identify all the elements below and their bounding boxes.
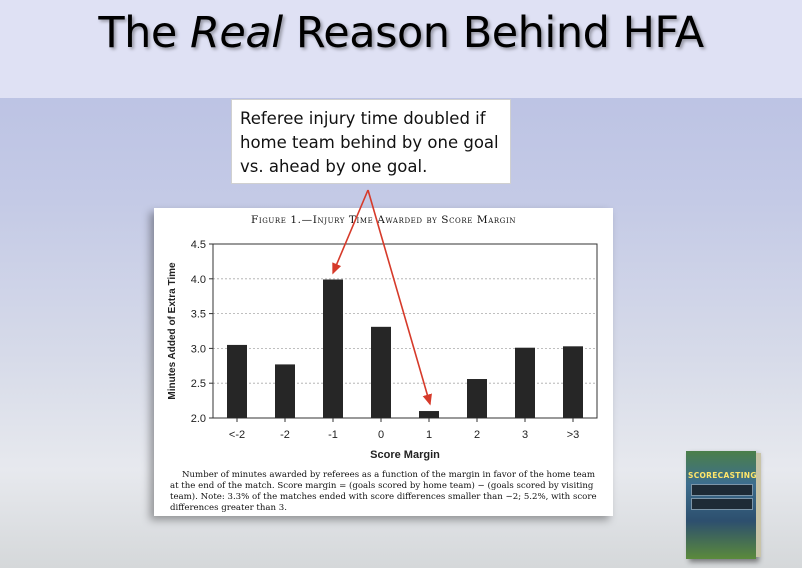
book-scoreboard bbox=[691, 484, 753, 496]
bar-1 bbox=[227, 344, 247, 418]
slide-title: The Real Reason Behind HFA bbox=[98, 8, 704, 58]
x-tick-label: -1 bbox=[328, 429, 338, 441]
bar-5 bbox=[419, 411, 439, 418]
y-tick-label: 4.0 bbox=[191, 274, 206, 286]
x-tick-label: 3 bbox=[522, 429, 528, 441]
y-tick-label: 4.5 bbox=[191, 239, 206, 251]
x-tick-label: 0 bbox=[378, 429, 384, 441]
x-tick-label: <-2 bbox=[229, 429, 245, 441]
y-tick-label: 3.5 bbox=[191, 309, 206, 321]
plot-frame bbox=[212, 243, 598, 419]
x-ticks: <-2 -2 -1 0 1 2 3 >3 bbox=[229, 418, 579, 441]
x-tick-label: -2 bbox=[280, 429, 290, 441]
x-axis-label: Score Margin bbox=[370, 449, 440, 461]
y-tick-label: 2.0 bbox=[191, 413, 206, 425]
slide-title-emphasis: Real bbox=[190, 8, 283, 58]
callout-box: Referee injury time doubled if home team… bbox=[231, 99, 511, 184]
y-ticks: 2.0 2.5 3.0 3.5 4.0 4.5 bbox=[191, 239, 213, 425]
title-band bbox=[0, 0, 802, 98]
book-scoreboard bbox=[691, 498, 753, 510]
x-tick-label: >3 bbox=[567, 429, 580, 441]
bar-2 bbox=[275, 364, 295, 418]
figure-caption: Number of minutes awarded by referees as… bbox=[170, 470, 597, 513]
x-tick-label: 1 bbox=[426, 429, 432, 441]
figure-card: Figure 1.—Injury Time Awarded by Score M… bbox=[154, 208, 613, 516]
y-axis-label: Minutes Added of Extra Time bbox=[167, 262, 178, 400]
bar-3 bbox=[323, 279, 343, 418]
bar-4 bbox=[371, 326, 391, 418]
book-spine bbox=[756, 453, 761, 557]
y-tick-label: 3.0 bbox=[191, 343, 206, 355]
bar-chart: 2.0 2.5 3.0 3.5 4.0 4.5 <-2 -2 -1 0 1 2 3 >3 Score M… bbox=[167, 239, 598, 461]
bar-7 bbox=[515, 347, 535, 418]
bar-6 bbox=[467, 379, 487, 418]
bar-8 bbox=[563, 346, 583, 418]
book-title: SCORECASTING bbox=[688, 471, 757, 480]
book-cover-image: SCORECASTING bbox=[686, 451, 757, 559]
x-tick-label: 2 bbox=[474, 429, 480, 441]
grid-lines bbox=[213, 278, 597, 384]
y-tick-label: 2.5 bbox=[191, 378, 206, 390]
